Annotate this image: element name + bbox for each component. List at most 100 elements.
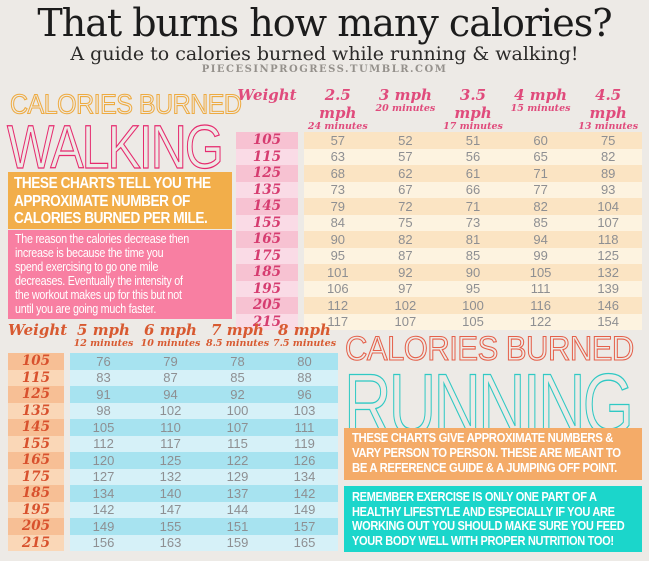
calories-cell: 110 — [137, 419, 204, 436]
table-row: 145 105 110 107 111 — [8, 419, 338, 436]
calories-cell: 122 — [506, 313, 575, 330]
speed-column-header: 3 mph 20 minutes — [372, 86, 440, 132]
page-title: That burns how many calories? — [37, 1, 612, 45]
calories-cell: 126 — [271, 452, 338, 469]
table-row: 175 127 132 129 134 — [8, 468, 338, 485]
table-row: 215 156 163 159 165 — [8, 534, 338, 551]
calories-cell: 100 — [439, 297, 507, 314]
calories-cell: 60 — [506, 132, 575, 149]
running-heading-eyebrow: CALORIES BURNED — [345, 328, 635, 368]
calories-cell: 87 — [371, 247, 440, 264]
calories-cell: 129 — [204, 468, 271, 485]
running-note-secondary-text: REMEMBER EXERCISE IS ONLY ONE PART OF A … — [352, 489, 625, 548]
calories-cell: 84 — [304, 214, 372, 231]
weight-cell: 205 — [236, 297, 298, 314]
calories-cell: 116 — [506, 297, 575, 314]
speed-column-header: 4 mph 15 minutes — [507, 86, 575, 132]
calories-cell: 132 — [574, 264, 642, 281]
calories-cell: 75 — [371, 214, 440, 231]
calories-cell: 92 — [371, 264, 440, 281]
table-row: 175 95 87 85 99 125 — [236, 247, 642, 264]
pace-label: 7.5 minutes — [272, 338, 337, 349]
calories-cell: 79 — [137, 353, 204, 370]
weight-cell: 125 — [8, 386, 64, 403]
calories-cell: 105 — [70, 419, 137, 436]
speed-label: 7 mph — [211, 321, 264, 339]
calories-cell: 107 — [204, 419, 271, 436]
calories-cell: 56 — [439, 148, 507, 165]
calories-cell: 83 — [70, 369, 137, 386]
calories-cell: 81 — [439, 231, 507, 248]
table-row: 135 73 67 66 77 93 — [236, 181, 642, 198]
pace-label: 12 minutes — [73, 338, 134, 349]
table-row: 185 101 92 90 105 132 — [236, 264, 642, 281]
calories-cell: 57 — [371, 148, 440, 165]
walking-heading: WALKING — [7, 113, 225, 183]
calories-cell: 93 — [574, 181, 642, 198]
calories-cell: 159 — [204, 534, 271, 551]
calories-cell: 79 — [304, 198, 372, 215]
table-row: 215 117 107 105 122 154 — [236, 313, 642, 330]
calories-cell: 85 — [439, 247, 507, 264]
calories-cell: 146 — [574, 297, 642, 314]
calories-cell: 105 — [439, 313, 507, 330]
pace-label: 17 minutes — [443, 121, 503, 132]
pace-label: 13 minutes — [578, 121, 639, 132]
calories-cell: 149 — [70, 518, 137, 535]
calories-cell: 104 — [574, 198, 642, 215]
speed-label: 4 mph — [514, 86, 568, 104]
weight-cell: 105 — [236, 132, 298, 149]
calories-cell: 82 — [506, 198, 575, 215]
table-row: 205 112 102 100 116 146 — [236, 297, 642, 314]
calories-cell: 80 — [271, 353, 338, 370]
weight-cell: 135 — [8, 402, 64, 419]
calories-cell: 68 — [304, 165, 372, 182]
weight-cell: 215 — [236, 313, 298, 330]
calories-cell: 155 — [137, 518, 204, 535]
calories-cell: 94 — [506, 231, 575, 248]
weight-column-header: Weight — [8, 321, 68, 339]
calories-cell: 101 — [304, 264, 372, 281]
walking-note-secondary: The reason the calories decrease then in… — [8, 230, 232, 319]
calories-cell: 75 — [574, 132, 642, 149]
calories-cell: 139 — [574, 280, 642, 297]
speed-label: 4.5 mph — [589, 86, 627, 122]
calories-cell: 66 — [439, 181, 507, 198]
calories-cell: 65 — [506, 148, 575, 165]
table-row: 165 90 82 81 94 118 — [236, 231, 642, 248]
calories-cell: 67 — [371, 181, 440, 198]
running-note-primary-text: THESE CHARTS GIVE APPROXIMATE NUMBERS & … — [352, 430, 621, 475]
table-row: 155 112 117 115 119 — [8, 435, 338, 452]
table-row: 105 76 79 78 80 — [8, 353, 338, 370]
speed-column-header: 8 mph 7.5 minutes — [271, 321, 338, 353]
calories-cell: 96 — [271, 386, 338, 403]
calories-cell: 99 — [506, 247, 575, 264]
calories-cell: 57 — [304, 132, 372, 149]
calories-cell: 92 — [204, 386, 271, 403]
calories-cell: 125 — [574, 247, 642, 264]
calories-cell: 52 — [371, 132, 440, 149]
calories-cell: 91 — [70, 386, 137, 403]
calories-cell: 102 — [371, 297, 440, 314]
walking-heading-eyebrow: CALORIES BURNED — [9, 88, 242, 121]
calories-cell: 71 — [439, 198, 507, 215]
weight-cell: 185 — [236, 264, 298, 281]
table-row: 125 91 94 92 96 — [8, 386, 338, 403]
calories-cell: 115 — [204, 435, 271, 452]
calories-cell: 111 — [271, 419, 338, 436]
speed-label: 6 mph — [144, 321, 197, 339]
calories-cell: 151 — [204, 518, 271, 535]
calories-cell: 157 — [271, 518, 338, 535]
calories-cell: 122 — [204, 452, 271, 469]
table-row: 105 57 52 51 60 75 — [236, 132, 642, 149]
weight-cell: 195 — [8, 501, 64, 518]
table-row: 115 83 87 85 88 — [8, 369, 338, 386]
speed-column-header: 4.5 mph 13 minutes — [574, 86, 642, 132]
walking-note-secondary-text: The reason the calories decrease then in… — [15, 232, 189, 316]
calories-cell: 112 — [70, 435, 137, 452]
running-calories-table: Weight 5 mph 12 minutes 6 mph 10 minutes 7 mp… — [8, 321, 338, 551]
table-row: 115 63 57 56 65 82 — [236, 148, 642, 165]
table-row: 145 79 72 71 82 104 — [236, 198, 642, 215]
calories-cell: 61 — [439, 165, 507, 182]
weight-cell: 165 — [8, 452, 64, 469]
